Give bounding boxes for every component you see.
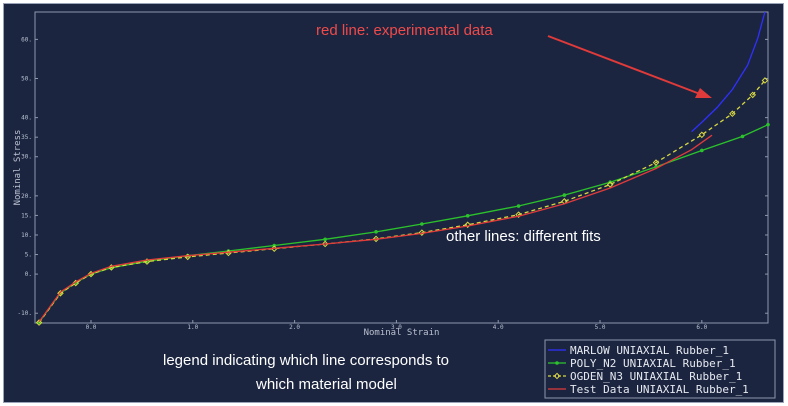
- data-point-ogden-n3: [761, 77, 769, 84]
- y-axis: -10. 0. 5. 10. 15. 20. 30. 35. 40. 50. 60.: [18, 36, 768, 317]
- data-point-poly-n2: [465, 214, 470, 218]
- x-tick-label: 4.0: [493, 324, 504, 331]
- annotation-legend-line-2: which material model: [255, 376, 397, 393]
- data-point-poly-n2: [323, 237, 327, 242]
- series-line-ogden-n3: [38, 80, 766, 323]
- data-point-poly-n2: [740, 134, 745, 139]
- data-point-ogden-n3: [372, 235, 380, 243]
- annotation-legend-line-1: legend indicating which line corresponds…: [163, 352, 449, 369]
- series-layer: [35, 11, 770, 326]
- data-point-ogden-n3: [35, 319, 43, 326]
- data-point-poly-n2: [766, 122, 770, 127]
- x-axis: 0.0 1.0 2.0 3.0 4.0 5.0 6.0: [86, 320, 708, 331]
- legend-label: OGDEN_N3 UNIAXIAL Rubber_1: [570, 370, 742, 383]
- data-point-ogden-n3: [606, 181, 614, 188]
- series-line-test: [38, 134, 713, 323]
- x-tick-label: 1.0: [187, 324, 198, 331]
- data-point-ogden-n3: [464, 221, 471, 229]
- data-point-poly-n2: [374, 230, 378, 234]
- y-tick-label: 0.: [25, 271, 32, 278]
- y-tick-label: -10.: [18, 310, 32, 317]
- series-line-marlow: [691, 11, 766, 133]
- data-point-ogden-n3: [57, 289, 64, 297]
- y-tick-label: 15.: [21, 212, 32, 219]
- data-point-poly-n2: [562, 193, 567, 197]
- legend-label: MARLOW UNIAXIAL Rubber_1: [570, 344, 729, 357]
- x-tick-label: 5.0: [595, 324, 606, 331]
- legend-label: Test Data UNIAXIAL Rubber_1: [570, 383, 749, 396]
- y-tick-label: 20.: [21, 193, 32, 200]
- legend-marker: [555, 361, 559, 365]
- legend-label: POLY_N2 UNIAXIAL Rubber_1: [570, 357, 736, 370]
- data-point-poly-n2: [700, 148, 704, 153]
- data-point-ogden-n3: [729, 110, 736, 118]
- y-tick-label: 10.: [21, 232, 32, 239]
- legend-marker: [553, 372, 561, 380]
- y-tick-label: 50.: [21, 76, 32, 83]
- series-line-poly-n2: [38, 124, 769, 323]
- data-point-ogden-n3: [321, 240, 329, 248]
- x-tick-label: 3.0: [391, 324, 402, 331]
- data-point-ogden-n3: [418, 229, 426, 236]
- annotation-different-fits: other lines: different fits: [446, 228, 601, 245]
- annotation-arrow-head: [695, 88, 712, 98]
- data-point-ogden-n3: [652, 159, 660, 166]
- y-axis-title: Nominal Stress: [13, 130, 23, 206]
- y-tick-label: 40.: [21, 115, 32, 122]
- legend-box: [544, 339, 776, 399]
- x-axis-title: Nominal Strain: [364, 328, 440, 338]
- y-tick-label: 60.: [21, 36, 32, 43]
- data-point-ogden-n3: [698, 131, 706, 139]
- annotation-experimental-data: red line: experimental data: [316, 22, 493, 39]
- y-tick-label: 30.: [21, 154, 32, 161]
- y-tick-label: 5.: [25, 252, 32, 259]
- x-tick-label: 0.0: [86, 324, 97, 331]
- data-point-ogden-n3: [515, 211, 522, 218]
- x-tick-label: 2.0: [289, 324, 300, 331]
- data-point-poly-n2: [420, 222, 424, 226]
- x-tick-label: 6.0: [696, 324, 707, 331]
- annotation-arrow-shaft: [547, 35, 701, 95]
- data-point-ogden-n3: [749, 91, 757, 99]
- plot-area: [34, 11, 769, 324]
- data-point-ogden-n3: [72, 279, 80, 287]
- plot-window: [3, 3, 784, 403]
- y-tick-label: 35.: [21, 134, 32, 141]
- data-point-poly-n2: [516, 204, 521, 208]
